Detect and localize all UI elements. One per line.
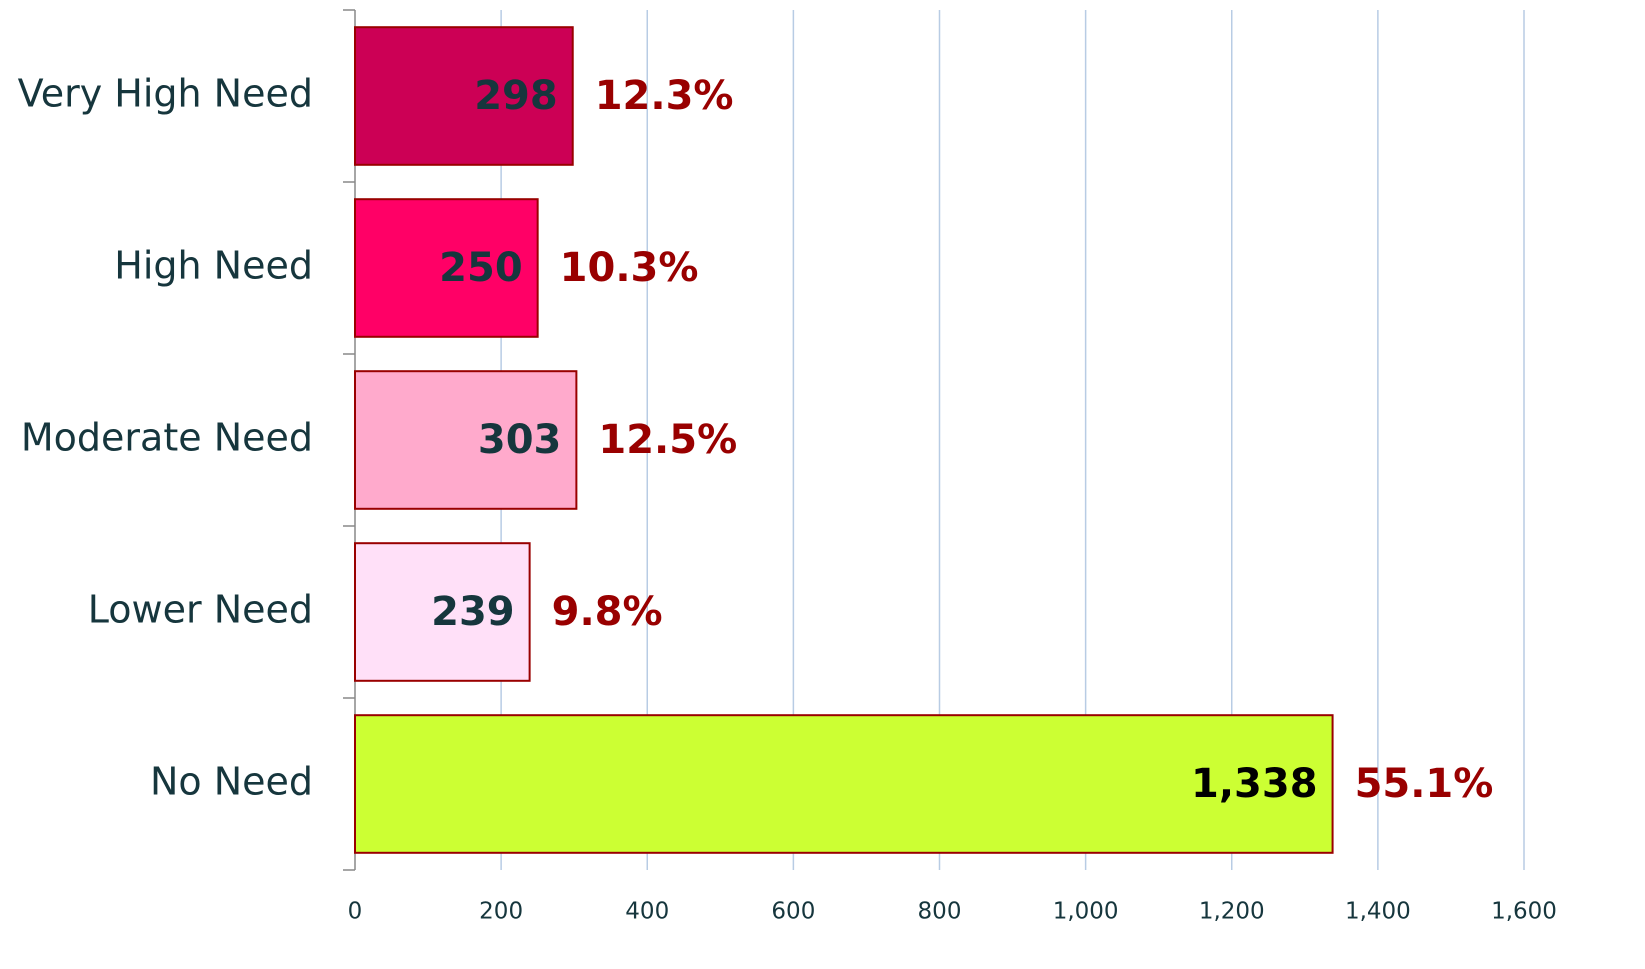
value-label: 239 <box>431 589 515 635</box>
y-tick-label: Moderate Need <box>21 416 313 460</box>
x-tick-label: 1,200 <box>1199 899 1265 925</box>
percent-label: 55.1% <box>1355 761 1494 807</box>
bar <box>354 198 539 338</box>
x-tick-label: 0 <box>348 899 363 925</box>
value-label: 303 <box>478 417 562 463</box>
y-tick-label: High Need <box>114 244 313 288</box>
value-label: 1,338 <box>1191 761 1318 807</box>
x-tick-label: 200 <box>479 899 523 925</box>
bar <box>354 370 578 510</box>
percent-label: 12.3% <box>595 73 734 119</box>
x-tick-label: 400 <box>625 899 669 925</box>
x-tick-label: 600 <box>771 899 815 925</box>
y-tick-label: Lower Need <box>88 588 313 632</box>
y-tick-label: Very High Need <box>18 72 313 116</box>
y-tick-label: No Need <box>150 760 313 804</box>
x-tick-label: 1,400 <box>1345 899 1411 925</box>
percent-label: 12.5% <box>598 417 737 463</box>
x-tick-label: 1,600 <box>1491 899 1557 925</box>
x-tick-label: 800 <box>918 899 962 925</box>
percent-label: 10.3% <box>560 245 699 291</box>
value-label: 298 <box>474 73 558 119</box>
bar <box>354 714 1334 854</box>
bar <box>354 542 531 682</box>
value-label: 250 <box>439 245 523 291</box>
percent-label: 9.8% <box>552 589 663 635</box>
x-tick-label: 1,000 <box>1053 899 1119 925</box>
bar <box>354 26 574 166</box>
